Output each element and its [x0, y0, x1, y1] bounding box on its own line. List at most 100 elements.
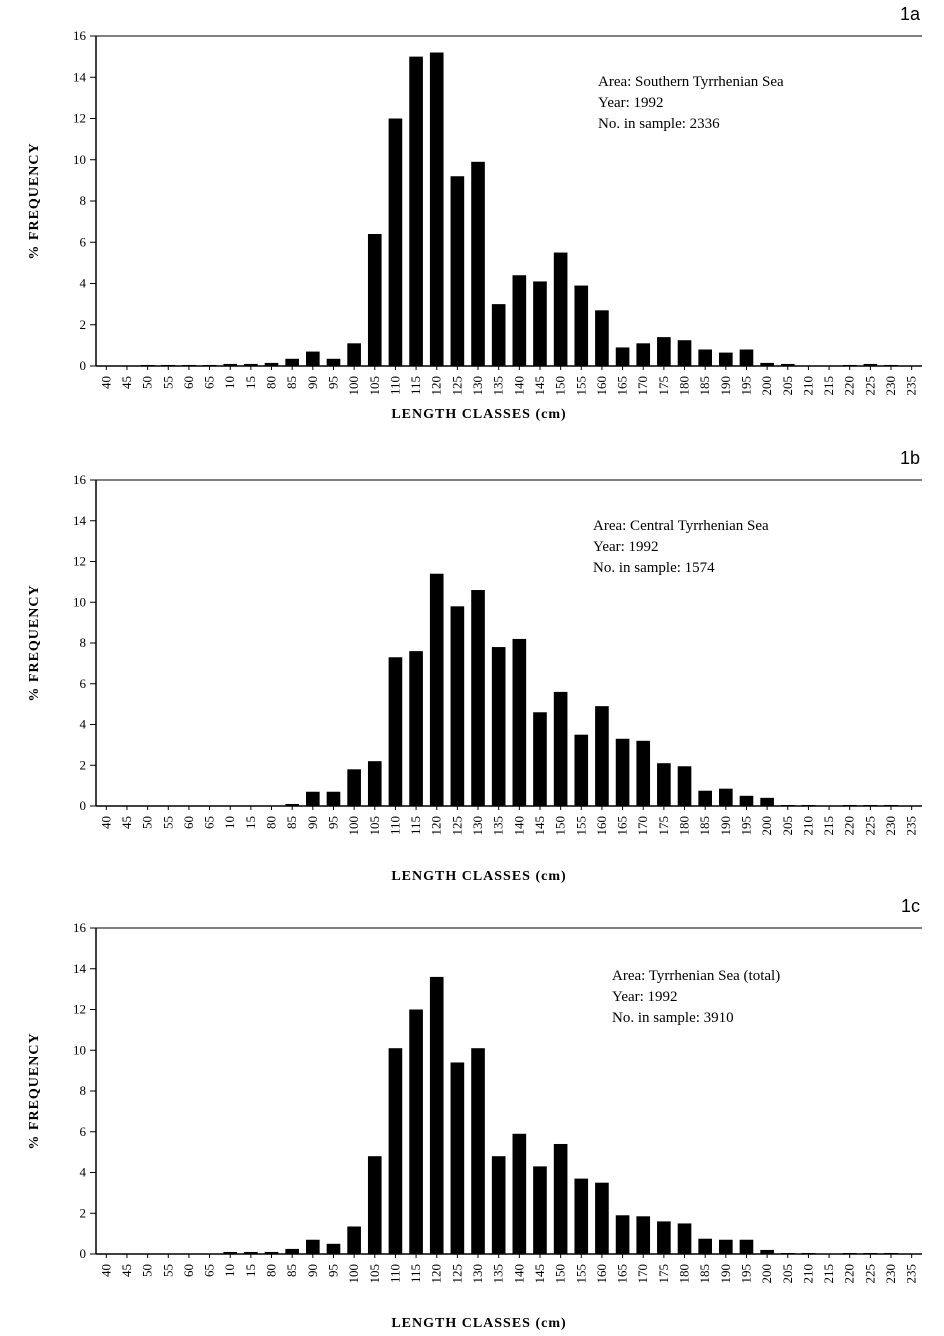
info-year: Year: 1992	[598, 95, 664, 111]
bar	[615, 738, 630, 806]
bar	[698, 349, 712, 366]
x-tick-label: 230	[883, 376, 898, 396]
bar	[367, 234, 382, 366]
x-tick-label: 120	[429, 816, 444, 836]
bar	[326, 1243, 341, 1254]
bar	[306, 791, 320, 806]
x-tick-label: 230	[883, 816, 898, 836]
x-tick-label: 135	[491, 376, 506, 396]
info-area: Area: Central Tyrrhenian Sea	[593, 518, 769, 534]
bar	[595, 1182, 609, 1254]
bar	[553, 1143, 568, 1254]
x-axis-title: LENGTH CLASSES (cm)	[391, 407, 566, 422]
y-tick-label: 16	[73, 472, 87, 487]
bar	[223, 1251, 238, 1254]
x-tick-label: 130	[470, 816, 485, 836]
x-tick-label: 105	[367, 816, 382, 836]
x-tick-label: 170	[635, 1264, 650, 1284]
bar	[574, 734, 589, 806]
x-tick-label: 195	[738, 816, 753, 836]
x-tick-label: 140	[511, 816, 526, 836]
bar	[306, 1239, 320, 1254]
x-tick-label: 65	[202, 816, 217, 829]
bar	[780, 363, 795, 366]
bar	[657, 337, 671, 366]
x-tick-label: 165	[615, 376, 630, 396]
bar	[326, 791, 341, 806]
x-tick-label: 160	[594, 376, 609, 396]
y-tick-label: 0	[80, 798, 87, 813]
x-tick-label: 130	[470, 376, 485, 396]
x-tick-label: 150	[553, 816, 568, 836]
bar	[388, 1048, 403, 1254]
x-tick-label: 225	[862, 376, 877, 396]
bar	[471, 161, 485, 366]
bar	[698, 1238, 712, 1254]
y-tick-label: 14	[73, 961, 87, 976]
bar	[512, 1133, 527, 1254]
info-sample: No. in sample: 3910	[612, 1010, 734, 1026]
x-tick-label: 40	[98, 1264, 113, 1277]
y-tick-label: 6	[80, 1124, 87, 1139]
x-tick-label: 115	[408, 816, 423, 835]
x-tick-label: 205	[780, 816, 795, 836]
x-tick-label: 80	[264, 1264, 279, 1277]
y-tick-label: 10	[73, 594, 86, 609]
x-tick-label: 200	[759, 1264, 774, 1284]
x-tick-label: 50	[140, 816, 155, 829]
x-tick-label: 100	[346, 1264, 361, 1284]
y-tick-label: 8	[80, 193, 87, 208]
bar	[306, 351, 320, 366]
bar	[739, 795, 754, 806]
x-tick-label: 185	[697, 1264, 712, 1284]
y-tick-label: 12	[73, 111, 86, 126]
bar	[884, 1252, 898, 1254]
x-tick-label: 85	[284, 376, 299, 389]
bar	[367, 761, 382, 806]
x-tick-label: 150	[553, 1264, 568, 1284]
bar	[760, 362, 774, 366]
bar	[471, 590, 485, 806]
bar	[842, 364, 857, 366]
x-tick-label: 10	[222, 376, 237, 389]
x-tick-label: 180	[677, 816, 692, 836]
x-tick-label: 95	[325, 1264, 340, 1277]
bar	[842, 1252, 857, 1254]
x-tick-label: 100	[346, 376, 361, 396]
y-tick-label: 6	[80, 676, 87, 691]
bar	[491, 1156, 506, 1254]
x-axis-title: LENGTH CLASSES (cm)	[391, 1316, 566, 1331]
info-block: Area: Tyrrhenian Sea (total) Year: 1992 No…	[612, 968, 780, 1026]
x-tick-label: 10	[222, 816, 237, 829]
x-tick-label: 170	[635, 376, 650, 396]
bar	[863, 363, 878, 366]
bar	[471, 1048, 485, 1254]
x-tick-label: 200	[759, 816, 774, 836]
x-tick-label: 60	[181, 816, 196, 829]
x-tick-label: 40	[98, 816, 113, 829]
y-tick-label: 16	[73, 28, 87, 43]
x-tick-label: 175	[656, 816, 671, 836]
bar	[244, 363, 258, 366]
x-tick-label: 55	[160, 1264, 175, 1277]
x-tick-label: 100	[346, 816, 361, 836]
y-tick-label: 8	[80, 1083, 87, 1098]
bar	[595, 706, 609, 806]
x-tick-label: 175	[656, 1264, 671, 1284]
y-tick-label: 0	[80, 358, 87, 373]
y-tick-label: 10	[73, 152, 86, 167]
bar	[863, 1252, 878, 1254]
y-tick-label: 2	[80, 757, 87, 772]
bar	[801, 804, 816, 806]
y-tick-label: 14	[73, 513, 87, 528]
x-tick-label: 175	[656, 376, 671, 396]
x-tick-label: 65	[202, 376, 217, 389]
x-tick-label: 155	[573, 376, 588, 396]
x-tick-label: 140	[511, 1264, 526, 1284]
x-tick-label: 110	[387, 816, 402, 835]
x-tick-label: 120	[429, 1264, 444, 1284]
x-tick-label: 140	[511, 376, 526, 396]
x-tick-label: 60	[181, 1264, 196, 1277]
bar	[863, 804, 878, 806]
